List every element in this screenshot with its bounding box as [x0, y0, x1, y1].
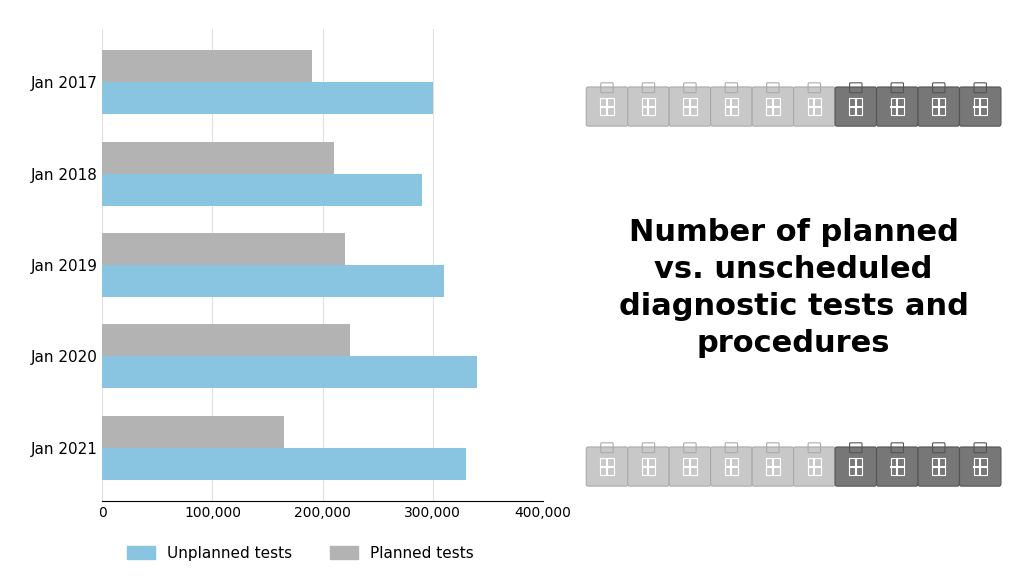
Bar — [725, 458, 738, 475]
Bar — [932, 98, 945, 115]
Bar — [974, 458, 987, 475]
Text: Number of planned
vs. unscheduled
diagnostic tests and
procedures: Number of planned vs. unscheduled diagno… — [618, 218, 969, 358]
FancyBboxPatch shape — [877, 447, 918, 486]
Bar — [766, 458, 779, 475]
Bar — [932, 458, 945, 475]
Bar — [808, 98, 821, 115]
Bar — [600, 458, 613, 475]
Bar — [102, 173, 422, 206]
Bar — [102, 448, 466, 480]
Bar — [102, 142, 334, 173]
Bar — [642, 98, 655, 115]
Bar — [102, 357, 477, 388]
Bar — [849, 98, 862, 115]
FancyBboxPatch shape — [836, 447, 877, 486]
FancyBboxPatch shape — [670, 87, 711, 126]
Bar — [600, 98, 613, 115]
Bar — [974, 98, 987, 115]
FancyBboxPatch shape — [586, 447, 628, 486]
FancyBboxPatch shape — [628, 87, 670, 126]
FancyBboxPatch shape — [586, 87, 628, 126]
Bar — [725, 98, 738, 115]
Bar — [102, 82, 433, 114]
FancyBboxPatch shape — [836, 87, 877, 126]
FancyBboxPatch shape — [752, 447, 794, 486]
Bar — [891, 98, 904, 115]
FancyBboxPatch shape — [959, 87, 1000, 126]
Bar — [102, 416, 284, 448]
FancyBboxPatch shape — [670, 447, 711, 486]
Bar — [766, 98, 779, 115]
FancyBboxPatch shape — [711, 447, 752, 486]
Bar — [808, 458, 821, 475]
FancyBboxPatch shape — [794, 447, 835, 486]
Bar — [102, 324, 350, 357]
Bar — [642, 458, 655, 475]
FancyBboxPatch shape — [752, 87, 794, 126]
Bar — [102, 50, 311, 82]
Bar — [102, 233, 345, 265]
FancyBboxPatch shape — [794, 87, 835, 126]
Legend: Unplanned tests, Planned tests: Unplanned tests, Planned tests — [121, 539, 480, 567]
Bar — [891, 458, 904, 475]
FancyBboxPatch shape — [959, 447, 1000, 486]
Bar — [683, 458, 696, 475]
Bar — [683, 98, 696, 115]
FancyBboxPatch shape — [628, 447, 670, 486]
FancyBboxPatch shape — [918, 87, 959, 126]
FancyBboxPatch shape — [877, 87, 918, 126]
FancyBboxPatch shape — [918, 447, 959, 486]
Bar — [849, 458, 862, 475]
Bar — [102, 265, 443, 297]
FancyBboxPatch shape — [711, 87, 752, 126]
